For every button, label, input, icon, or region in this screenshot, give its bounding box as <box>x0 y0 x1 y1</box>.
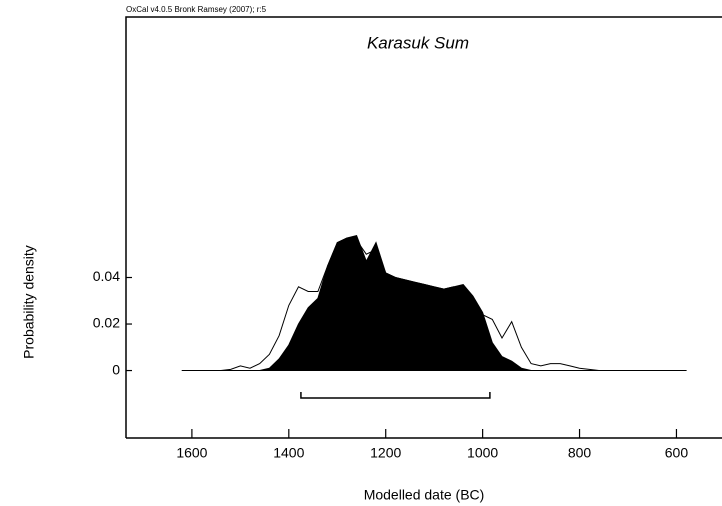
chart-title: Karasuk Sum <box>367 33 469 52</box>
x-tick-label: 1200 <box>370 445 401 461</box>
x-tick-label: 1400 <box>273 445 304 461</box>
x-tick-label: 1600 <box>176 445 207 461</box>
range-bracket <box>300 392 491 399</box>
header: OxCal v4.0.5 Bronk Ramsey (2007); r:5 <box>126 5 267 14</box>
x-tick-label: 1000 <box>467 445 498 461</box>
y-tick-label: 0.02 <box>93 315 120 331</box>
y-axis-label: Probability density <box>21 245 37 359</box>
modelled-area <box>181 235 687 372</box>
frame <box>125 16 722 438</box>
y-tick-label: 0 <box>112 361 120 377</box>
y-tick-label: 0.04 <box>93 268 120 284</box>
prior-outline <box>182 237 687 371</box>
x-tick-label: 800 <box>568 445 592 461</box>
x-axis-label: Modelled date (BC) <box>364 487 485 503</box>
x-tick-label: 600 <box>665 445 689 461</box>
